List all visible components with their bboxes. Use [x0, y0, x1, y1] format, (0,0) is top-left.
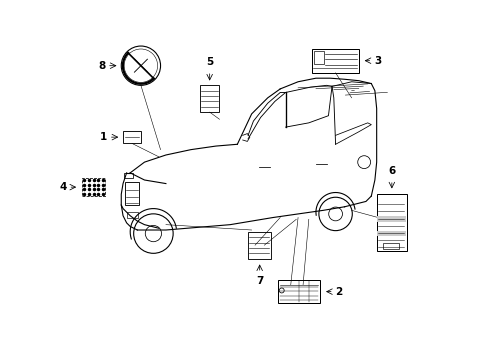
Text: 2: 2 — [335, 287, 342, 297]
Text: 3: 3 — [373, 56, 381, 66]
Bar — [123, 173, 132, 178]
Text: 1: 1 — [100, 132, 107, 142]
Bar — [313, 51, 324, 64]
Bar — [124, 182, 139, 205]
Text: 7: 7 — [256, 276, 263, 287]
Bar — [247, 232, 271, 258]
Text: 4: 4 — [60, 182, 67, 192]
Bar — [278, 280, 319, 303]
Bar — [123, 131, 141, 143]
Bar — [382, 243, 399, 249]
Bar — [377, 231, 406, 237]
Text: 5: 5 — [205, 58, 213, 67]
Bar — [377, 216, 406, 222]
Bar — [200, 85, 219, 112]
Text: 8: 8 — [98, 61, 105, 71]
Bar — [376, 194, 406, 251]
Bar — [312, 49, 358, 73]
Bar — [127, 212, 138, 217]
Bar — [82, 178, 105, 196]
Text: 6: 6 — [387, 166, 395, 176]
